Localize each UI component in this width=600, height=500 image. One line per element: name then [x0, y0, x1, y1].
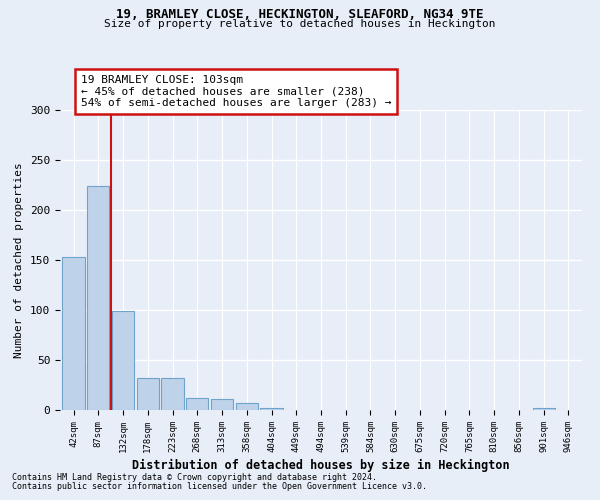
Bar — [62, 257, 85, 410]
Bar — [186, 398, 208, 410]
Text: Contains public sector information licensed under the Open Government Licence v3: Contains public sector information licen… — [12, 482, 427, 491]
Text: 19, BRAMLEY CLOSE, HECKINGTON, SLEAFORD, NG34 9TE: 19, BRAMLEY CLOSE, HECKINGTON, SLEAFORD,… — [116, 8, 484, 20]
Bar — [137, 378, 159, 410]
Text: Contains HM Land Registry data © Crown copyright and database right 2024.: Contains HM Land Registry data © Crown c… — [12, 474, 377, 482]
Bar — [211, 399, 233, 410]
Bar — [161, 378, 184, 410]
Bar — [236, 403, 258, 410]
Text: 19 BRAMLEY CLOSE: 103sqm
← 45% of detached houses are smaller (238)
54% of semi-: 19 BRAMLEY CLOSE: 103sqm ← 45% of detach… — [81, 75, 392, 108]
Bar — [112, 311, 134, 410]
Text: Size of property relative to detached houses in Heckington: Size of property relative to detached ho… — [104, 19, 496, 29]
Bar — [87, 186, 109, 410]
X-axis label: Distribution of detached houses by size in Heckington: Distribution of detached houses by size … — [132, 459, 510, 472]
Y-axis label: Number of detached properties: Number of detached properties — [14, 162, 25, 358]
Bar — [533, 408, 555, 410]
Bar — [260, 408, 283, 410]
